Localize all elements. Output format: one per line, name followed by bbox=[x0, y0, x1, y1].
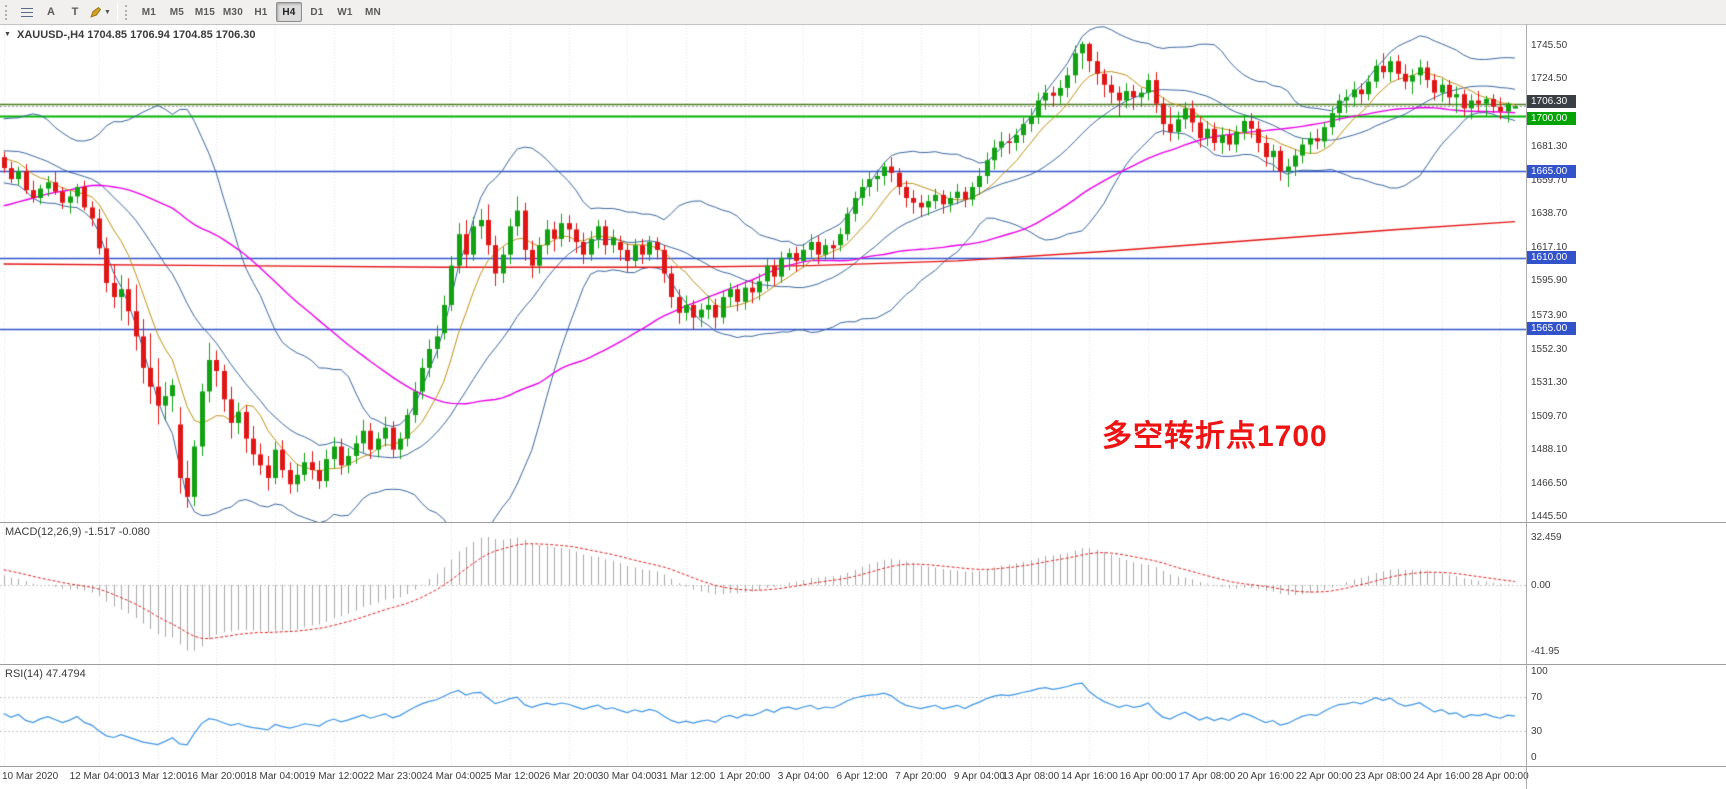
one-click-trading-icon[interactable]: ▼ bbox=[4, 31, 11, 38]
time-axis[interactable]: 10 Mar 2020 12 Mar 04:00 13 Mar 12:00 16 Ma… bbox=[0, 767, 1726, 789]
toolbar-separator bbox=[116, 3, 118, 21]
price-scale-label: 1724.50 bbox=[1531, 72, 1568, 84]
macd-scale-label: -41.95 bbox=[1531, 646, 1560, 657]
price-scale-label: 1488.10 bbox=[1531, 444, 1568, 456]
time-axis-label: 7 Apr 20:00 bbox=[895, 771, 947, 782]
pencil-icon bbox=[90, 6, 102, 18]
time-axis-label: 10 Mar 2020 bbox=[2, 771, 59, 782]
macd-header: MACD(12,26,9) -1.517 -0.080 bbox=[5, 526, 150, 538]
price-scale-label: 1595.90 bbox=[1531, 274, 1568, 286]
time-axis-label: 24 Mar 04:00 bbox=[421, 771, 481, 782]
price-scale-label: 1617.10 bbox=[1531, 241, 1568, 253]
timeframe-button-d1[interactable]: D1 bbox=[310, 6, 324, 18]
toolbar: A T ▼ M1 M5 M15 M30 H1 H4 D1 W1 MN bbox=[0, 0, 1726, 25]
toolbar-grip[interactable] bbox=[124, 4, 132, 20]
time-axis-label: 30 Mar 04:00 bbox=[597, 771, 657, 782]
rsi-indicator-panel: RSI(14) 47.4794 100 70 30 0 bbox=[0, 665, 1726, 767]
price-tag-1565.00: 1565.00 bbox=[1527, 322, 1576, 336]
arrows-tool-button[interactable]: ▼ bbox=[88, 2, 112, 22]
rsi-header: RSI(14) 47.4794 bbox=[5, 668, 86, 680]
rsi-canvas[interactable] bbox=[0, 665, 1526, 766]
time-axis-label: 6 Apr 12:00 bbox=[836, 771, 888, 782]
time-axis-label: 18 Mar 04:00 bbox=[245, 771, 305, 782]
price-scale-label: 1509.70 bbox=[1531, 410, 1568, 422]
price-scale-label: 1573.90 bbox=[1531, 309, 1568, 321]
time-axis-label: 22 Mar 23:00 bbox=[363, 771, 422, 782]
price-scale-label: 1745.50 bbox=[1531, 39, 1568, 51]
price-tag-1706.30: 1706.30 bbox=[1527, 94, 1576, 108]
time-axis-label: 28 Apr 00:00 bbox=[1471, 771, 1529, 782]
time-axis-label: 12 Mar 04:00 bbox=[69, 771, 129, 782]
price-tag-1665.00: 1665.00 bbox=[1527, 164, 1576, 178]
rsi-scale-label: 0 bbox=[1531, 752, 1537, 763]
line-studies-toolbar: A T ▼ bbox=[15, 2, 113, 22]
time-axis-label: 16 Apr 00:00 bbox=[1119, 771, 1177, 782]
text-label-tool-button[interactable]: A bbox=[47, 6, 55, 18]
time-axis-label: 19 Mar 12:00 bbox=[304, 771, 364, 782]
time-axis-label: 13 Mar 12:00 bbox=[128, 771, 188, 782]
time-axis-label: 16 Mar 20:00 bbox=[186, 771, 246, 782]
fibonacci-icon bbox=[21, 8, 33, 17]
timeframe-button-h4[interactable]: H4 bbox=[275, 2, 302, 22]
timeframe-toolbar: M1 M5 M15 M30 H1 H4 D1 W1 MN bbox=[135, 2, 387, 22]
scale-separator bbox=[1526, 25, 1527, 789]
timeframe-button-m5[interactable]: M5 bbox=[169, 6, 185, 18]
time-axis-label: 20 Apr 16:00 bbox=[1237, 771, 1294, 782]
time-axis-label: 9 Apr 04:00 bbox=[953, 771, 1005, 782]
price-chart-canvas[interactable] bbox=[0, 25, 1526, 522]
fibonacci-tool-button[interactable] bbox=[16, 2, 38, 22]
price-scale-label: 1638.70 bbox=[1531, 207, 1568, 219]
price-scale-label: 1531.30 bbox=[1531, 376, 1568, 388]
time-axis-label: 17 Apr 08:00 bbox=[1178, 771, 1236, 782]
price-scale-label: 1659.70 bbox=[1531, 174, 1568, 186]
chart-annotation: 多空转折点1700 bbox=[1102, 420, 1328, 453]
time-axis-label: 31 Mar 12:00 bbox=[656, 771, 716, 782]
price-scale-label: 1445.50 bbox=[1531, 511, 1568, 523]
time-axis-label: 26 Mar 20:00 bbox=[539, 771, 599, 782]
main-chart-panel: ▼ XAUUSD-,H4 1704.85 1706.94 1704.85 170… bbox=[0, 25, 1726, 523]
timeframe-button-mn[interactable]: MN bbox=[364, 6, 381, 18]
time-axis-label: 14 Apr 16:00 bbox=[1061, 771, 1118, 782]
macd-scale-label: 32.459 bbox=[1531, 532, 1562, 543]
timeframe-button-m1[interactable]: M1 bbox=[141, 6, 157, 18]
rsi-scale-label: 70 bbox=[1531, 691, 1543, 703]
time-axis-label: 24 Apr 16:00 bbox=[1413, 771, 1470, 782]
price-tag-1610.00: 1610.00 bbox=[1527, 251, 1576, 265]
chart-area: ▼ XAUUSD-,H4 1704.85 1706.94 1704.85 170… bbox=[0, 25, 1726, 789]
rsi-scale-label: 30 bbox=[1531, 726, 1543, 738]
time-axis-label: 22 Apr 00:00 bbox=[1295, 771, 1353, 782]
price-scale-label: 1466.50 bbox=[1531, 478, 1568, 490]
timeframe-button-w1[interactable]: W1 bbox=[337, 6, 353, 18]
chart-title: XAUUSD-,H4 1704.85 1706.94 1704.85 1706.… bbox=[17, 29, 256, 41]
timeframe-button-h1[interactable]: H1 bbox=[254, 6, 268, 18]
rsi-scale-label: 100 bbox=[1531, 666, 1548, 677]
timeframe-button-m30[interactable]: M30 bbox=[222, 6, 243, 18]
macd-scale-label: 0.00 bbox=[1531, 579, 1551, 591]
time-axis-label: 23 Apr 08:00 bbox=[1354, 771, 1412, 782]
time-axis-label: 3 Apr 04:00 bbox=[777, 771, 829, 782]
macd-canvas[interactable] bbox=[0, 523, 1526, 664]
time-axis-label: 25 Mar 12:00 bbox=[480, 771, 540, 782]
time-axis-label: 13 Apr 08:00 bbox=[1002, 771, 1060, 782]
dropdown-arrow-icon: ▼ bbox=[104, 8, 111, 16]
toolbar-grip[interactable] bbox=[5, 4, 12, 20]
price-tag-1700.00: 1700.00 bbox=[1527, 111, 1576, 125]
price-scale-label: 1681.30 bbox=[1531, 140, 1568, 152]
text-tool-button[interactable]: T bbox=[71, 6, 79, 18]
timeframe-button-m15[interactable]: M15 bbox=[194, 6, 215, 18]
macd-indicator-panel: MACD(12,26,9) -1.517 -0.080 32.459 0.00 -4… bbox=[0, 523, 1726, 665]
time-axis-label: 1 Apr 20:00 bbox=[719, 771, 771, 782]
price-scale-label: 1552.30 bbox=[1531, 343, 1568, 355]
